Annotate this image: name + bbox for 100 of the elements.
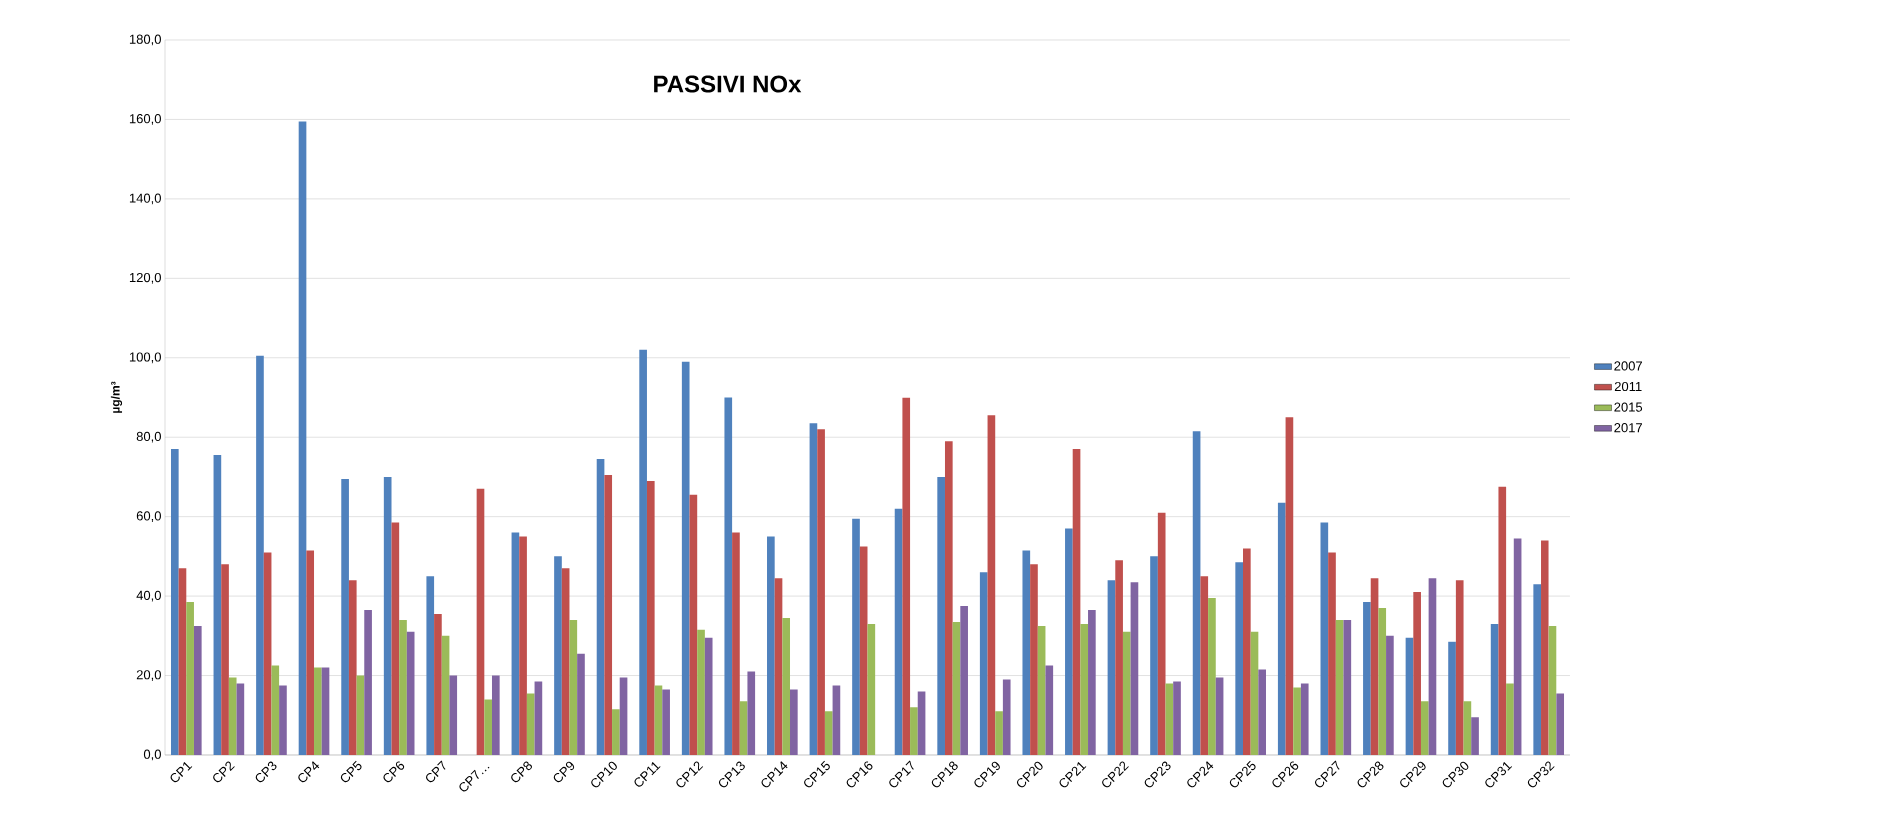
bar bbox=[321, 667, 330, 755]
bar bbox=[1335, 619, 1344, 755]
bar bbox=[1250, 631, 1259, 755]
legend-label: 2017 bbox=[1614, 423, 1642, 433]
bar bbox=[1115, 560, 1123, 755]
bar bbox=[1490, 623, 1499, 755]
bar bbox=[554, 556, 562, 755]
bar bbox=[256, 355, 264, 755]
bar bbox=[1370, 578, 1379, 755]
bar bbox=[646, 480, 655, 755]
bar bbox=[1235, 562, 1244, 755]
bar bbox=[1363, 602, 1371, 755]
bar bbox=[1157, 512, 1166, 755]
y-tick-label: 100,0 bbox=[129, 352, 161, 364]
bar bbox=[341, 478, 349, 755]
bar bbox=[1285, 417, 1294, 755]
bar bbox=[859, 546, 868, 755]
bar bbox=[1122, 631, 1131, 755]
bar bbox=[894, 508, 903, 755]
bar bbox=[449, 675, 458, 755]
bar bbox=[1173, 681, 1181, 755]
bar bbox=[732, 532, 740, 755]
bar bbox=[1548, 625, 1557, 755]
legend-label: 2007 bbox=[1614, 361, 1642, 371]
bar bbox=[1405, 637, 1414, 755]
y-tick-label: 0,0 bbox=[143, 749, 161, 761]
y-tick-label: 180,0 bbox=[129, 34, 161, 46]
bar bbox=[654, 685, 663, 755]
bar bbox=[689, 494, 698, 755]
x-tick-label: CP5 bbox=[340, 760, 362, 783]
bar bbox=[1448, 641, 1456, 755]
y-tick-label: 60,0 bbox=[136, 511, 161, 523]
bar bbox=[662, 689, 670, 755]
bar bbox=[476, 488, 485, 755]
bar bbox=[1293, 687, 1301, 755]
bar bbox=[1215, 677, 1224, 755]
bar bbox=[364, 610, 372, 755]
bar bbox=[612, 709, 620, 755]
bar bbox=[391, 522, 400, 755]
bar bbox=[782, 617, 791, 755]
bar bbox=[724, 397, 733, 755]
bar bbox=[987, 415, 996, 755]
bar bbox=[995, 711, 1003, 755]
x-tick-label: CP6 bbox=[383, 761, 405, 783]
bar bbox=[1506, 683, 1514, 755]
bar bbox=[170, 449, 179, 755]
bar bbox=[1045, 665, 1054, 755]
bar bbox=[1471, 717, 1479, 755]
bar bbox=[1498, 486, 1507, 755]
bar bbox=[767, 536, 775, 755]
bar bbox=[228, 677, 237, 755]
bar bbox=[774, 578, 783, 755]
bar bbox=[356, 675, 365, 755]
bar bbox=[1072, 449, 1081, 755]
x-tick-label: CP8 bbox=[511, 761, 532, 783]
bar bbox=[1022, 550, 1031, 755]
bar bbox=[1556, 693, 1565, 755]
bar bbox=[434, 613, 442, 755]
bar bbox=[178, 568, 187, 755]
x-tick-label: CP1 bbox=[170, 762, 193, 783]
bar bbox=[1165, 683, 1174, 755]
bar bbox=[681, 361, 690, 755]
bar bbox=[511, 532, 520, 755]
bar bbox=[832, 685, 841, 755]
bar bbox=[604, 474, 613, 755]
x-tick-label: CP2 bbox=[213, 761, 235, 783]
y-axis-title: µg/m³ bbox=[110, 381, 123, 413]
bar bbox=[348, 580, 357, 755]
bar bbox=[1455, 580, 1464, 755]
bar bbox=[979, 572, 988, 755]
bar bbox=[790, 689, 798, 755]
bar bbox=[902, 397, 911, 755]
bar bbox=[910, 707, 918, 755]
bar bbox=[1463, 701, 1472, 755]
bar bbox=[596, 459, 605, 755]
bar bbox=[697, 629, 705, 755]
bar bbox=[1088, 610, 1096, 755]
y-tick-label: 80,0 bbox=[136, 431, 161, 443]
bar bbox=[824, 711, 833, 755]
bar bbox=[271, 665, 280, 755]
bar bbox=[577, 653, 585, 755]
bar bbox=[263, 552, 272, 755]
y-tick-label: 120,0 bbox=[129, 272, 161, 284]
bar bbox=[193, 625, 202, 755]
bar bbox=[867, 623, 876, 755]
bar bbox=[1513, 538, 1522, 755]
bar bbox=[1192, 431, 1201, 755]
bar bbox=[1080, 623, 1089, 755]
legend-label: 2011 bbox=[1614, 381, 1642, 392]
bar bbox=[213, 455, 222, 755]
bar bbox=[406, 631, 415, 755]
bar bbox=[484, 699, 492, 755]
y-tick-label: 140,0 bbox=[129, 193, 161, 205]
bar bbox=[747, 671, 756, 755]
bar bbox=[739, 701, 748, 755]
bar bbox=[426, 576, 435, 755]
bar bbox=[1343, 619, 1352, 755]
bar bbox=[704, 637, 713, 755]
bar bbox=[221, 564, 229, 755]
bar bbox=[1413, 592, 1421, 755]
